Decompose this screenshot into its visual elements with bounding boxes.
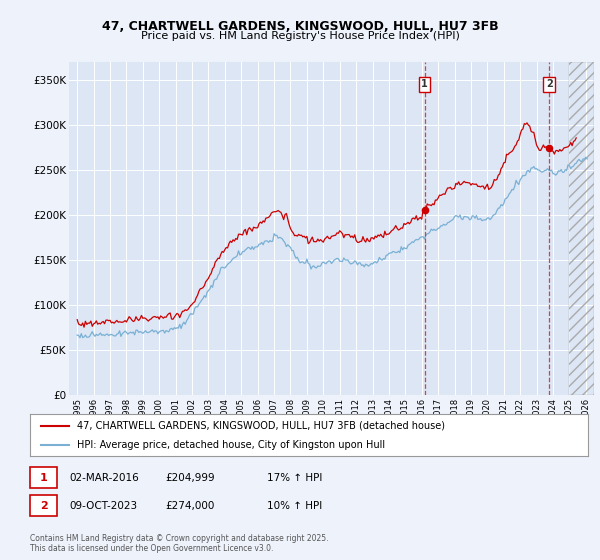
Text: 17% ↑ HPI: 17% ↑ HPI — [267, 473, 322, 483]
Text: 47, CHARTWELL GARDENS, KINGSWOOD, HULL, HU7 3FB: 47, CHARTWELL GARDENS, KINGSWOOD, HULL, … — [101, 20, 499, 32]
Bar — [569, 62, 594, 395]
Text: £204,999: £204,999 — [165, 473, 215, 483]
Text: 1: 1 — [421, 79, 428, 89]
Text: 09-OCT-2023: 09-OCT-2023 — [69, 501, 137, 511]
Text: £274,000: £274,000 — [165, 501, 214, 511]
Text: Price paid vs. HM Land Registry's House Price Index (HPI): Price paid vs. HM Land Registry's House … — [140, 31, 460, 41]
Text: HPI: Average price, detached house, City of Kingston upon Hull: HPI: Average price, detached house, City… — [77, 440, 386, 450]
Text: 02-MAR-2016: 02-MAR-2016 — [69, 473, 139, 483]
Text: 2: 2 — [546, 79, 553, 89]
Text: 47, CHARTWELL GARDENS, KINGSWOOD, HULL, HU7 3FB (detached house): 47, CHARTWELL GARDENS, KINGSWOOD, HULL, … — [77, 421, 445, 431]
Text: 10% ↑ HPI: 10% ↑ HPI — [267, 501, 322, 511]
Text: Contains HM Land Registry data © Crown copyright and database right 2025.
This d: Contains HM Land Registry data © Crown c… — [30, 534, 329, 553]
Text: 2: 2 — [40, 501, 47, 511]
Text: 1: 1 — [40, 473, 47, 483]
